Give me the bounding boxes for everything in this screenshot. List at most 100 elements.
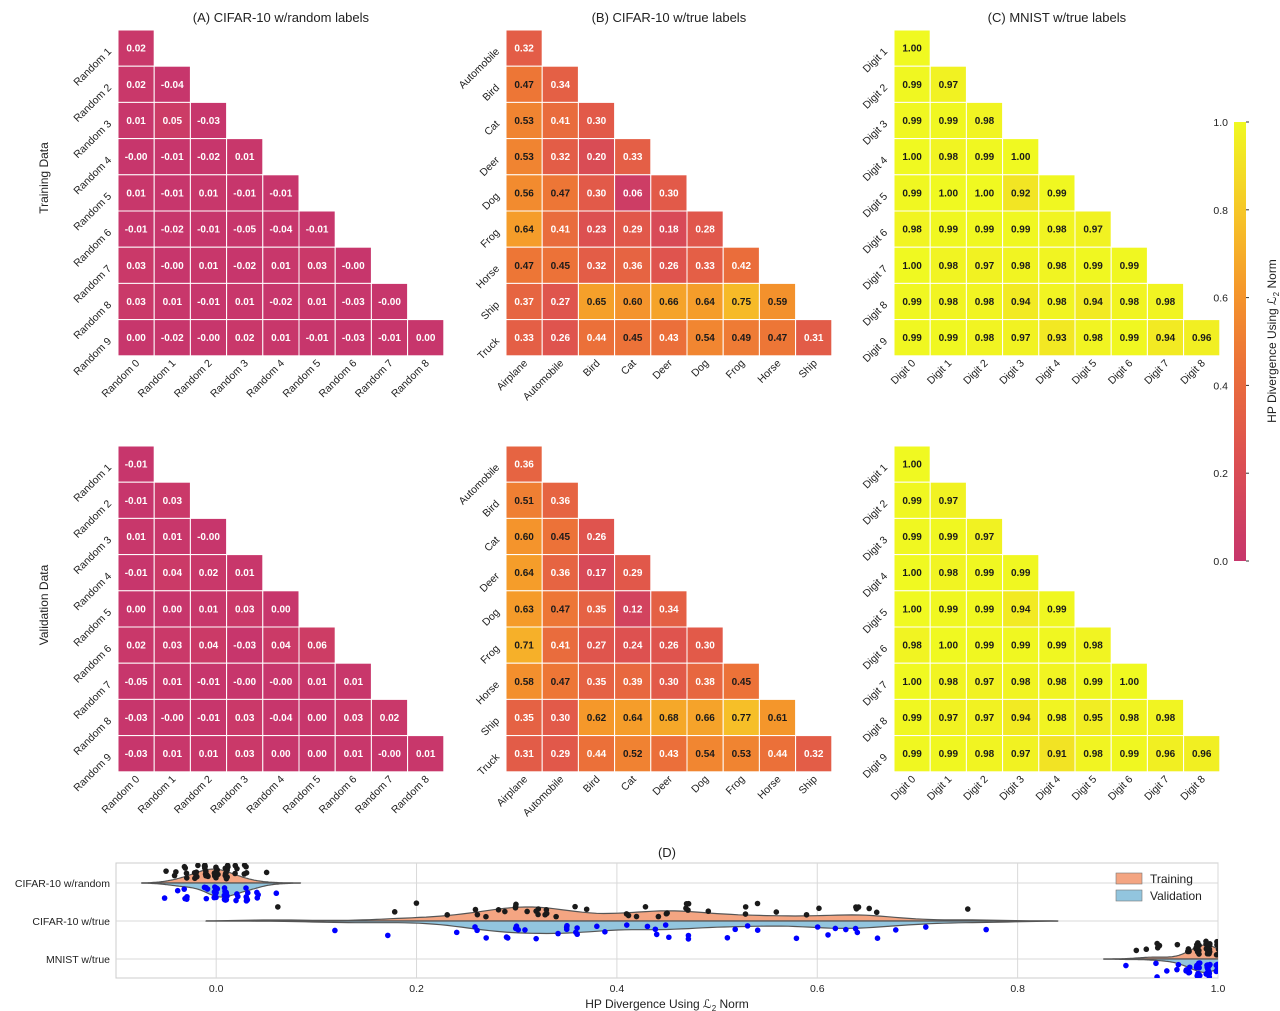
heatmap-cell: [686, 246, 724, 284]
cell-value-label: 0.02: [126, 80, 146, 91]
cell-value-label: 0.36: [514, 460, 534, 471]
heatmap-cell: [893, 590, 931, 628]
cell-value-label: 0.32: [514, 44, 534, 55]
col-tick-label: Digit 2: [961, 773, 991, 803]
heatmap-cell: [650, 698, 688, 737]
heatmap-cell: [795, 319, 833, 357]
cell-value-label: 0.30: [587, 188, 607, 199]
cell-value-label: 0.00: [271, 604, 291, 615]
heatmap-cell: [298, 626, 336, 664]
cell-value-label: 0.04: [199, 641, 219, 652]
cell-value-label: 0.30: [587, 116, 607, 127]
cell-value-label: 0.01: [344, 749, 364, 760]
training-point: [1185, 946, 1192, 952]
row-tick-label: Cat: [482, 118, 502, 138]
heatmap-cell: [1038, 319, 1076, 357]
cell-value-label: 0.03: [235, 604, 255, 615]
heatmap-cell: [189, 282, 228, 321]
cell-value-label: -0.01: [197, 713, 220, 724]
heatmap-cell: [117, 65, 155, 103]
cell-value-label: 0.98: [902, 641, 922, 652]
row-label-validation: Validation Data: [37, 564, 51, 645]
cell-value-label: -0.00: [161, 713, 184, 724]
cell-value-label: 0.98: [939, 152, 959, 163]
cell-value-label: -0.02: [161, 333, 184, 344]
cell-value-label: 1.00: [1011, 152, 1031, 163]
heatmap-cell: [189, 662, 228, 700]
validation-point: [983, 926, 989, 933]
colorbar-tick-label: 1.0: [1213, 117, 1228, 129]
cell-value-label: 0.03: [307, 261, 327, 272]
training-point: [655, 913, 662, 920]
heatmap-cell: [1002, 246, 1040, 284]
cell-value-label: 0.99: [1047, 188, 1067, 199]
col-tick-label: Cat: [619, 357, 639, 377]
col-tick-label: Digit 1: [925, 773, 955, 803]
cell-value-label: 0.98: [1047, 225, 1067, 236]
cell-value-label: -0.01: [197, 225, 220, 236]
training-point: [1215, 946, 1218, 953]
cell-value-label: 0.99: [1011, 568, 1031, 579]
cell-value-label: 0.97: [1011, 749, 1031, 760]
heatmap-cell: [650, 662, 688, 700]
cell-value-label: 0.99: [902, 749, 922, 760]
cell-value-label: 0.28: [695, 225, 715, 236]
validation-point: [254, 889, 260, 896]
category-label: CIFAR-10 w/true: [32, 916, 110, 928]
heatmap-cell: [686, 319, 724, 357]
cell-value-label: 0.02: [235, 333, 255, 344]
heatmap-cell: [226, 174, 264, 212]
row-tick-label: Random 4: [71, 154, 114, 197]
cell-value-label: 0.97: [975, 713, 995, 724]
cell-value-label: 0.32: [551, 152, 571, 163]
cell-value-label: -0.00: [125, 152, 148, 163]
heatmap-cell: [541, 65, 579, 103]
heatmap-cell: [1038, 282, 1076, 321]
cell-value-label: 0.17: [587, 568, 607, 579]
validation-point: [203, 895, 210, 902]
colorbar-tick-label: 0.2: [1213, 468, 1228, 480]
heatmap-cell: [1183, 735, 1221, 773]
cell-value-label: 0.99: [939, 532, 959, 543]
cell-value-label: 0.01: [199, 749, 219, 760]
validation-point: [724, 934, 731, 941]
colorbar-label: HP Divergence Using ℒ2 Norm: [1265, 259, 1280, 423]
heatmap-cell: [577, 698, 616, 737]
row-tick-label: Digit 6: [861, 643, 891, 673]
heatmap-cell: [893, 282, 931, 321]
col-tick-label: Random 0: [99, 773, 142, 816]
col-tick-label: Ship: [796, 357, 819, 380]
validation-point: [843, 926, 849, 933]
col-tick-label: Random 3: [208, 357, 251, 400]
legend: Training Validation: [1115, 872, 1202, 903]
heatmap-cell: [1110, 662, 1148, 700]
training-point: [163, 868, 169, 874]
cell-value-label: 1.00: [902, 261, 922, 272]
validation-point: [161, 895, 168, 901]
cell-value-label: 0.94: [1011, 297, 1031, 308]
cell-value-label: 0.98: [1047, 713, 1067, 724]
heatmap-cell: [1002, 319, 1040, 357]
colorbar-label-main: HP Divergence Using: [1265, 305, 1279, 423]
cell-value-label: 0.04: [271, 641, 291, 652]
col-tick-label: Random 8: [389, 357, 432, 400]
validation-point: [483, 935, 489, 941]
cell-value-label: 0.98: [1120, 713, 1140, 724]
row-tick-label: Truck: [475, 335, 502, 362]
cell-value-label: 0.01: [307, 297, 327, 308]
heatmap-cell: [614, 210, 652, 248]
cell-value-label: 0.98: [1120, 297, 1140, 308]
validation-point: [644, 923, 651, 930]
cell-value-label: 0.00: [307, 749, 327, 760]
heatmap-cell: [686, 210, 724, 248]
cell-value-label: 0.01: [344, 677, 364, 688]
heatmap-cell: [153, 246, 191, 284]
heatmap-cell: [226, 735, 264, 773]
training-point: [502, 908, 508, 915]
row-tick-label: Digit 9: [861, 335, 891, 365]
row-tick-label: Digit 2: [861, 82, 891, 112]
cell-value-label: 0.45: [551, 532, 571, 543]
row-tick-label: Random 6: [71, 643, 114, 686]
row-tick-label: Random 3: [71, 118, 114, 161]
row-tick-label: Frog: [478, 227, 502, 251]
